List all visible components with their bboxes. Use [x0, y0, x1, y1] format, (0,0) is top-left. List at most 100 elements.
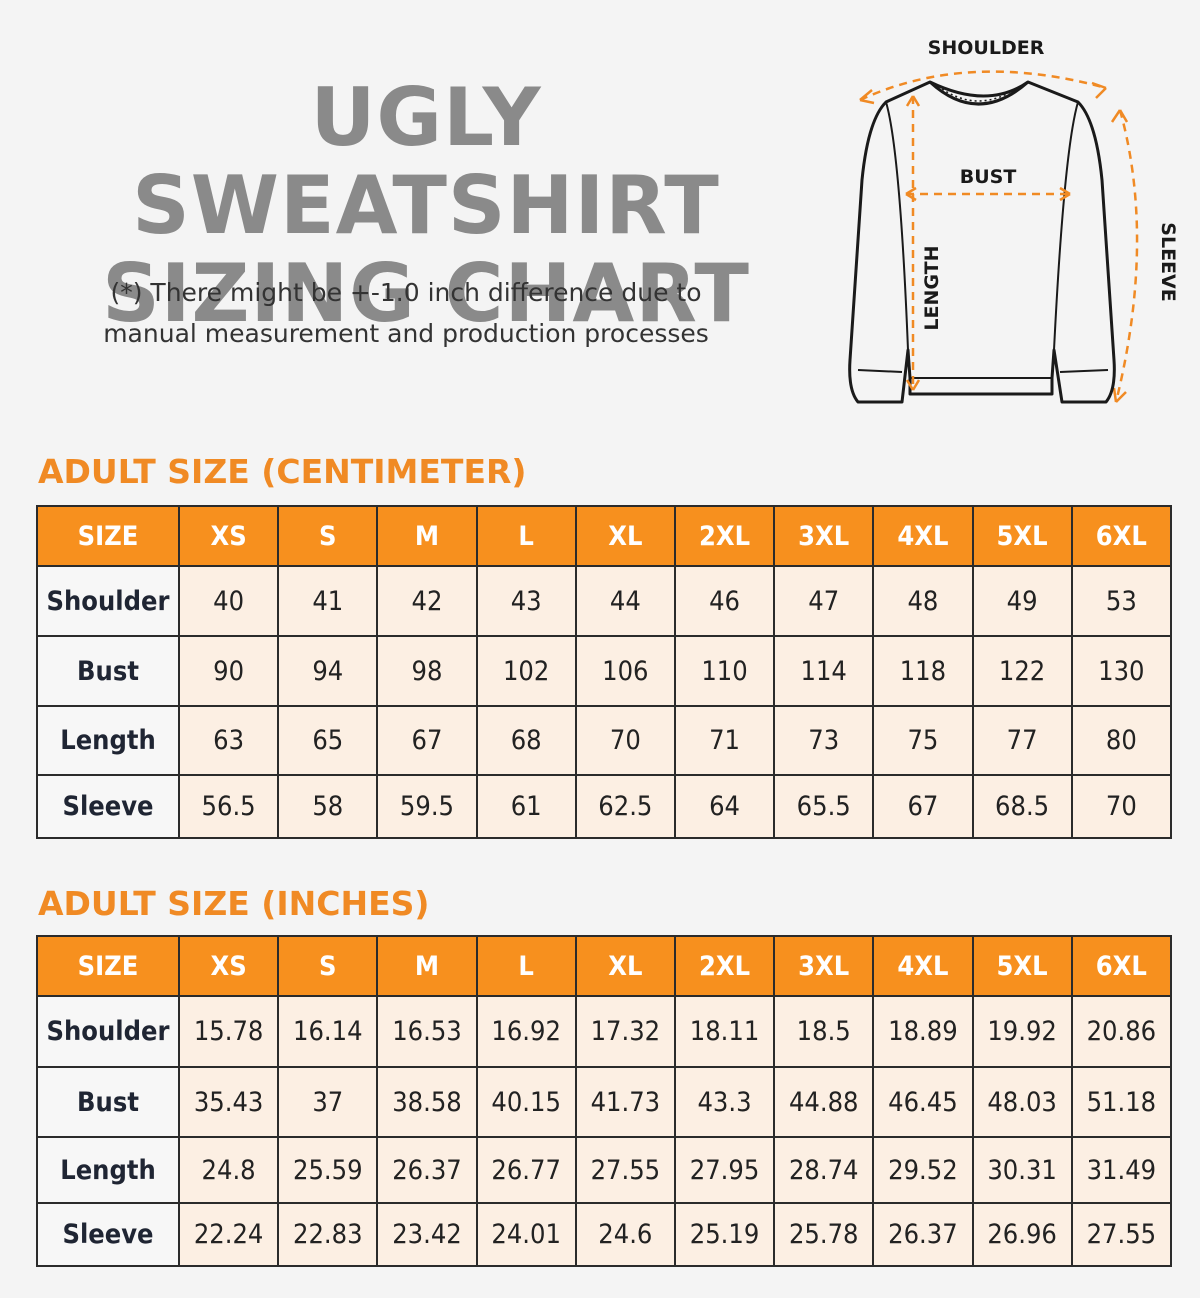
row-label: Sleeve	[36, 1202, 180, 1267]
table-cell: 64	[673, 774, 776, 839]
header-cell: S	[277, 935, 379, 997]
header-cell: XS	[177, 505, 280, 567]
header-cell: M	[376, 505, 478, 567]
table-cell: 42	[376, 565, 478, 637]
size-table-centimeter: SIZE XS S M L XL 2XL 3XL 4XL 5XL 6XL Sho…	[36, 505, 1173, 839]
table-cell: 106	[574, 635, 676, 707]
table-cell: 17.32	[574, 995, 676, 1068]
table-cell: 25.59	[277, 1136, 379, 1204]
table-cell: 26.37	[376, 1136, 478, 1204]
table-cell: 26.37	[872, 1202, 974, 1267]
table-row: Shoulder 15.78 16.14 16.53 16.92 17.32 1…	[36, 995, 1173, 1068]
table-cell: 18.11	[673, 995, 776, 1068]
table-cell: 22.24	[177, 1202, 280, 1267]
table-cell: 29.52	[872, 1136, 974, 1204]
table-cell: 23.42	[376, 1202, 478, 1267]
table-cell: 51.18	[1070, 1066, 1173, 1138]
table-cell: 28.74	[773, 1136, 875, 1204]
diagram-label-length: LENGTH	[921, 245, 943, 330]
table-cell: 59.5	[376, 774, 478, 839]
header-cell: 3XL	[773, 935, 875, 997]
note-line-2: manual measurement and production proces…	[103, 319, 709, 348]
table-cell: 46.45	[872, 1066, 974, 1138]
table-cell: 31.49	[1070, 1136, 1173, 1204]
table-cell: 19.92	[971, 995, 1073, 1068]
header-cell: 6XL	[1070, 505, 1173, 567]
table-row: Shoulder 40 41 42 43 44 46 47 48 49 53	[36, 565, 1173, 637]
table-cell: 102	[475, 635, 577, 707]
measurement-note: (*) There might be +-1.0 inch difference…	[36, 272, 776, 354]
table-cell: 24.8	[177, 1136, 280, 1204]
table-cell: 68.5	[971, 774, 1073, 839]
table-cell: 41.73	[574, 1066, 676, 1138]
table-cell: 130	[1070, 635, 1173, 707]
header-cell: XL	[574, 505, 676, 567]
table-row: Bust 35.43 37 38.58 40.15 41.73 43.3 44.…	[36, 1066, 1173, 1138]
table-row: Sleeve 22.24 22.83 23.42 24.01 24.6 25.1…	[36, 1202, 1173, 1267]
table-row: Bust 90 94 98 102 106 110 114 118 122 13…	[36, 635, 1173, 707]
size-table-inches: SIZE XS S M L XL 2XL 3XL 4XL 5XL 6XL Sho…	[36, 935, 1173, 1267]
table-cell: 65	[277, 705, 379, 776]
header-cell: 5XL	[971, 935, 1073, 997]
table-cell: 16.14	[277, 995, 379, 1068]
note-line-1: (*) There might be +-1.0 inch difference…	[110, 278, 702, 307]
diagram-label-bust: BUST	[960, 166, 1017, 188]
table-cell: 62.5	[574, 774, 676, 839]
header-cell: XS	[177, 935, 280, 997]
table-cell: 20.86	[1070, 995, 1173, 1068]
table-row: Sleeve 56.5 58 59.5 61 62.5 64 65.5 67 6…	[36, 774, 1173, 839]
header-cell: XL	[574, 935, 676, 997]
title-line-2: SIZING CHART	[102, 247, 750, 340]
table-cell: 63	[177, 705, 280, 776]
row-label: Length	[36, 705, 180, 776]
table-cell: 77	[971, 705, 1073, 776]
header-cell: 5XL	[971, 505, 1073, 567]
table-cell: 56.5	[177, 774, 280, 839]
table-cell: 27.95	[673, 1136, 776, 1204]
table-cell: 16.53	[376, 995, 478, 1068]
table-cell: 22.83	[277, 1202, 379, 1267]
header-cell: 3XL	[773, 505, 875, 567]
table-cell: 26.77	[475, 1136, 577, 1204]
table-cell: 27.55	[574, 1136, 676, 1204]
table-cell: 73	[773, 705, 875, 776]
sweatshirt-outline-icon: SHOULDER SLEEVE BUST LENGTH	[848, 37, 1179, 404]
section-title-centimeter: ADULT SIZE (CENTIMETER)	[38, 452, 527, 491]
header-cell: SIZE	[36, 935, 180, 997]
row-label: Shoulder	[36, 995, 180, 1068]
row-label: Sleeve	[36, 774, 180, 839]
table-cell: 75	[872, 705, 974, 776]
table-cell: 24.01	[475, 1202, 577, 1267]
table-cell: 37	[277, 1066, 379, 1138]
table-cell: 40.15	[475, 1066, 577, 1138]
table-cell: 94	[277, 635, 379, 707]
header-cell: L	[475, 505, 577, 567]
table-cell: 71	[673, 705, 776, 776]
table-row: Length 63 65 67 68 70 71 73 75 77 80	[36, 705, 1173, 776]
table-cell: 18.5	[773, 995, 875, 1068]
table-cell: 44.88	[773, 1066, 875, 1138]
table-row: Length 24.8 25.59 26.37 26.77 27.55 27.9…	[36, 1136, 1173, 1204]
table-cell: 90	[177, 635, 280, 707]
table-cell: 24.6	[574, 1202, 676, 1267]
table-cell: 41	[277, 565, 379, 637]
table-cell: 44	[574, 565, 676, 637]
row-label: Shoulder	[36, 565, 180, 637]
row-label: Length	[36, 1136, 180, 1204]
table-cell: 15.78	[177, 995, 280, 1068]
diagram-label-shoulder: SHOULDER	[928, 37, 1045, 59]
table-cell: 110	[673, 635, 776, 707]
header-cell: 6XL	[1070, 935, 1173, 997]
row-label: Bust	[36, 635, 180, 707]
header-cell: M	[376, 935, 478, 997]
header-cell: 4XL	[872, 935, 974, 997]
header-cell: 2XL	[673, 935, 776, 997]
table-cell: 53	[1070, 565, 1173, 637]
table-header-row: SIZE XS S M L XL 2XL 3XL 4XL 5XL 6XL	[36, 505, 1173, 567]
table-cell: 40	[177, 565, 280, 637]
table-cell: 118	[872, 635, 974, 707]
table-cell: 25.19	[673, 1202, 776, 1267]
table-cell: 70	[1070, 774, 1173, 839]
header-cell: 2XL	[673, 505, 776, 567]
table-cell: 30.31	[971, 1136, 1073, 1204]
